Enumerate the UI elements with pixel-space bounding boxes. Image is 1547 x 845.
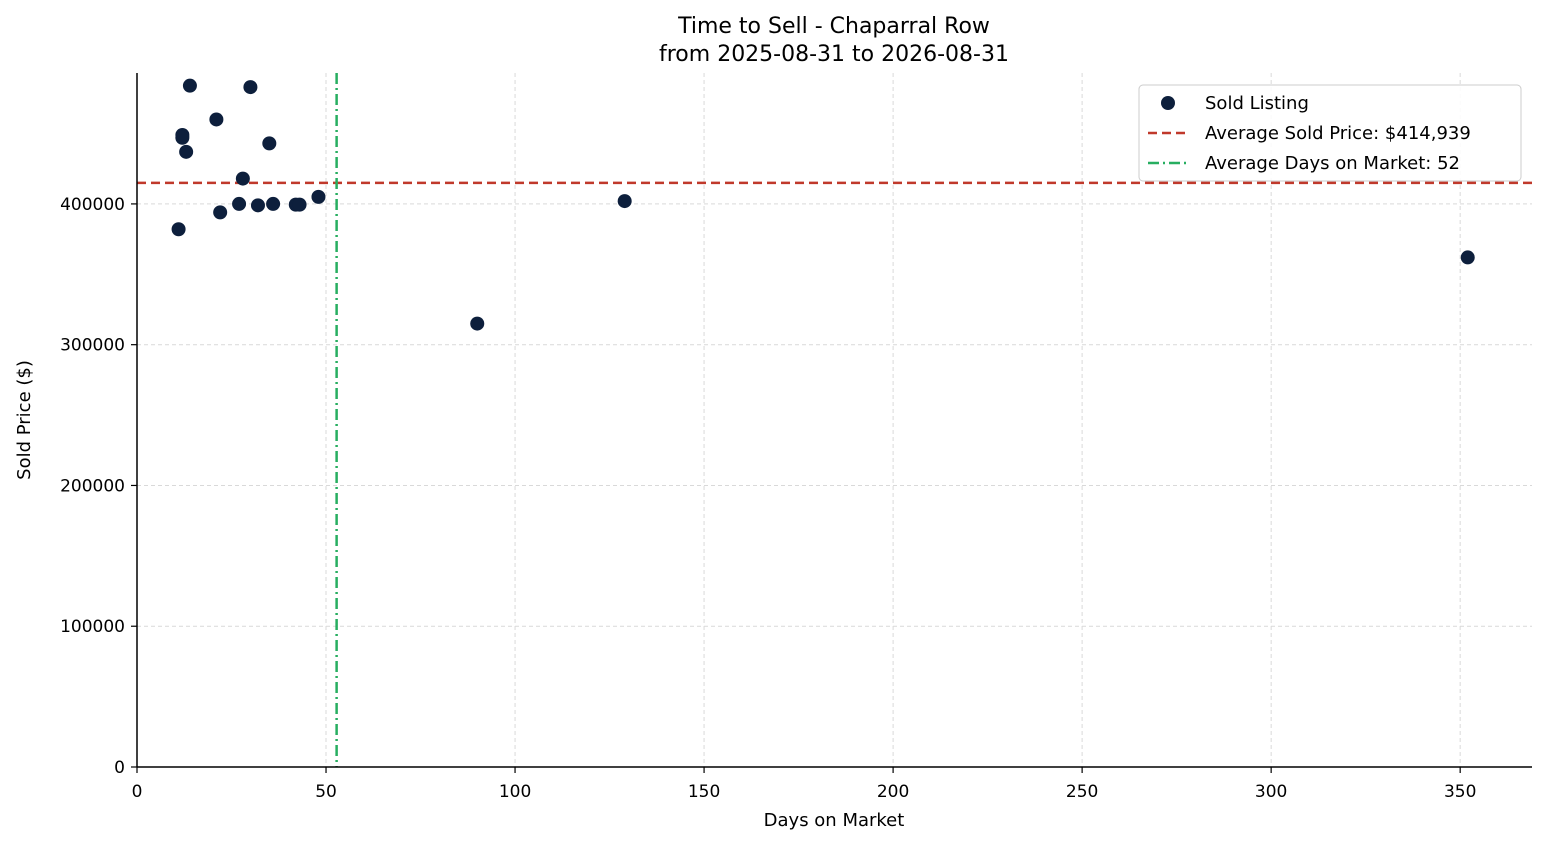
x-tick-label: 250 xyxy=(1066,782,1098,802)
x-tick-label: 350 xyxy=(1444,782,1476,802)
data-point xyxy=(213,205,228,220)
legend: Sold Listing Average Sold Price: $414,93… xyxy=(1138,84,1522,182)
x-tick-label: 200 xyxy=(877,782,909,802)
data-point xyxy=(171,222,186,237)
y-tick-label: 400000 xyxy=(60,195,125,215)
x-axis-label: Days on Market xyxy=(764,810,905,831)
y-tick-label: 100000 xyxy=(60,617,125,637)
legend-label-sold-listing: Sold Listing xyxy=(1205,93,1309,114)
data-point xyxy=(266,196,281,211)
legend-box xyxy=(1138,84,1522,182)
x-tick-label: 100 xyxy=(499,782,531,802)
x-tick-label: 50 xyxy=(315,782,337,802)
chart-subtitle: from 2025-08-31 to 2026-08-31 xyxy=(659,42,1009,67)
data-point xyxy=(1460,250,1475,265)
data-point xyxy=(209,112,224,127)
legend-label-average-days: Average Days on Market: 52 xyxy=(1205,153,1460,174)
data-point xyxy=(292,197,307,212)
legend-marker-sold-listing xyxy=(1161,96,1175,110)
data-point xyxy=(232,196,247,211)
data-point xyxy=(470,316,485,331)
data-point xyxy=(617,194,632,209)
legend-label-average-price: Average Sold Price: $414,939 xyxy=(1205,123,1471,144)
data-point xyxy=(311,189,326,204)
data-point xyxy=(175,130,190,145)
data-point xyxy=(243,80,258,95)
x-axis-ticks: 0 50 100 150 200 250 300 350 xyxy=(132,767,1476,802)
x-tick-label: 300 xyxy=(1255,782,1287,802)
y-tick-label: 200000 xyxy=(60,476,125,496)
data-point xyxy=(262,136,277,151)
data-point xyxy=(182,78,197,93)
y-tick-label: 300000 xyxy=(60,336,125,356)
data-point xyxy=(235,171,250,186)
y-axis-label: Sold Price ($) xyxy=(14,360,35,480)
y-tick-label: 0 xyxy=(114,758,125,778)
data-points xyxy=(171,78,1475,331)
data-point xyxy=(179,144,194,159)
data-point xyxy=(250,198,265,213)
x-tick-label: 0 xyxy=(132,782,143,802)
grid xyxy=(137,73,1532,767)
chart-title: Time to Sell - Chaparral Row xyxy=(677,14,990,39)
y-axis-ticks: 0 100000 200000 300000 400000 xyxy=(60,195,137,778)
reference-lines xyxy=(137,73,1532,767)
x-tick-label: 150 xyxy=(688,782,720,802)
